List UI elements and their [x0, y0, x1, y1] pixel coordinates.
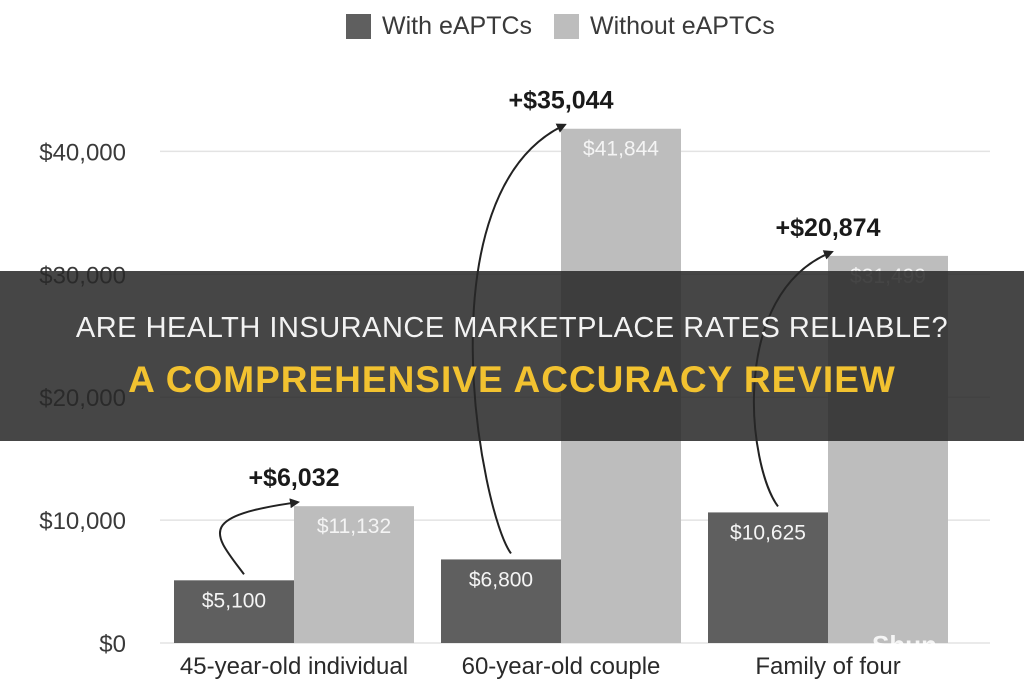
y-tick-label: $0 [99, 631, 126, 658]
banner-title: ARE HEALTH INSURANCE MARKETPLACE RATES R… [75, 311, 949, 344]
difference-label: +$20,874 [776, 214, 881, 242]
legend-item-without: Without eAPTCs [554, 12, 775, 41]
difference-arrow [218, 498, 300, 575]
legend-label-without: Without eAPTCs [590, 12, 775, 40]
bar-data-label: $5,100 [202, 589, 266, 612]
bar-data-label: $10,625 [730, 521, 806, 544]
title-banner: ARE HEALTH INSURANCE MARKETPLACE RATES R… [0, 271, 1024, 441]
bar-data-label: $6,800 [469, 568, 533, 591]
legend-swatch-without [554, 14, 580, 39]
bar-with-eaptcs [441, 559, 561, 643]
x-tick-label: Family of four [755, 653, 900, 680]
legend-label-with: With eAPTCs [382, 12, 533, 40]
bar-data-label: $41,844 [583, 138, 659, 161]
bar-with-eaptcs [174, 580, 294, 643]
legend-swatch-with [346, 14, 371, 39]
x-tick-label: 60-year-old couple [462, 653, 661, 680]
watermark-logo: Shun [872, 630, 937, 660]
chart-legend: With eAPTCs Without eAPTCs [346, 12, 797, 41]
bar-data-label: $11,132 [317, 515, 391, 538]
y-tick-label: $10,000 [39, 508, 126, 535]
banner-subtitle: A COMPREHENSIVE ACCURACY REVIEW [128, 358, 896, 400]
difference-label: +$35,044 [509, 87, 614, 115]
difference-label: +$6,032 [248, 464, 339, 492]
legend-item-with: With eAPTCs [346, 12, 532, 41]
y-tick-label: $40,000 [39, 139, 126, 166]
bar-with-eaptcs [708, 512, 828, 643]
bar-without-eaptcs [294, 506, 414, 643]
x-tick-label: 45-year-old individual [180, 653, 408, 680]
